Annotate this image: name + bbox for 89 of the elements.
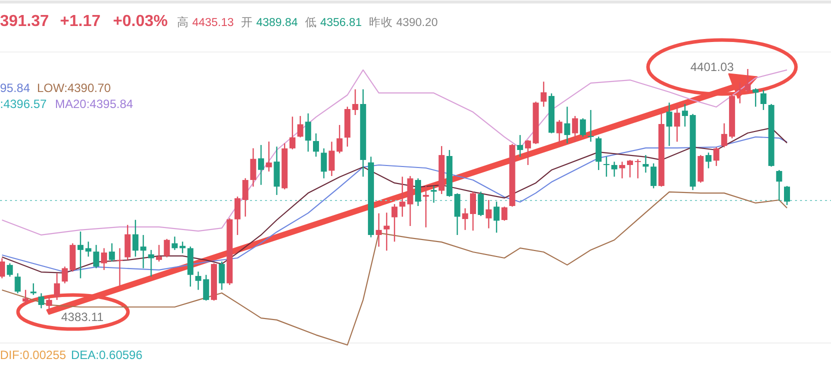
candlestick [266,140,272,172]
candlestick [46,296,52,314]
candlestick [634,158,641,179]
candlestick [736,82,743,104]
candlestick [313,132,319,158]
candlestick [627,159,633,178]
candlestick [108,242,115,262]
candlestick [642,154,649,174]
candlestick [454,192,460,236]
candlestick [234,196,240,236]
candlestick [85,241,92,258]
candlestick [14,272,21,294]
text: +1.17 [60,13,101,30]
candlestick [666,102,672,147]
candlestick [572,115,578,142]
text: +0.03% [113,13,168,30]
candlestick [384,212,390,252]
candlestick [540,81,547,108]
candlestick [580,118,586,138]
candlestick [54,272,60,301]
candlestick [650,162,657,189]
candlestick [258,144,264,186]
candlestick [352,88,358,116]
candlestick [250,148,256,188]
candlestick [462,208,468,231]
candlestick [172,236,178,251]
candlestick [124,224,131,260]
candlestick [478,191,484,217]
candlestick [430,185,437,204]
candlestick [78,230,84,279]
candlestick [116,248,123,288]
candlestick [132,219,138,258]
candlestick [328,141,335,177]
candlestick [336,124,343,154]
annotation: 4401.03 [690,60,734,74]
text: DEA:0.60596 [71,348,143,362]
candlestick [156,244,162,262]
candlestick [603,156,610,178]
candlestick [297,115,304,138]
candlestick [305,112,312,152]
candlestick [760,89,766,111]
candlestick [674,104,680,142]
candlestick [619,161,626,179]
candlestick [376,212,382,248]
candlestick [776,169,782,202]
candlestick [0,258,5,279]
candlestick [564,106,570,144]
candlestick [218,260,225,290]
annotation: 4383.11 [61,310,104,324]
candlestick [682,103,688,128]
candlestick [140,234,146,269]
candlestick [744,68,751,94]
candlestick [93,244,100,269]
candlestick [415,178,422,207]
candlestick [596,136,602,171]
candlestick [501,206,508,222]
annotation: LOW:4390.70 [37,81,112,95]
candlestick [22,289,29,306]
candlestick [706,152,712,169]
text: 高 4435.13 [177,15,234,29]
candlestick [524,139,531,166]
candlestick [242,178,248,218]
candlestick [30,282,36,296]
candlestick [494,201,500,234]
candlestick [721,122,728,148]
candlestick [611,161,618,178]
text: 开 4389.84 [241,16,298,29]
candlestick [320,148,327,179]
candlestick [392,203,398,242]
candlestick [556,119,562,146]
candlestick [148,249,154,278]
text: 391.37 [0,13,50,30]
text: 昨收 4390.20 [369,16,438,29]
candlestick [784,185,790,206]
candlestick [588,109,594,142]
candlestick [101,248,108,271]
candlestick [470,191,476,232]
candlestick [38,292,44,309]
annotation: MA20:4395.84 [55,97,134,111]
text: DIF:0.00255 [0,348,66,362]
candlestick [713,146,720,167]
candlestick [517,134,524,158]
annotation: 95.84 [0,81,30,95]
candlestick [164,238,170,258]
candlestick [289,116,296,150]
text: 低 4356.81 [305,16,362,29]
annotation: :4396.57 [0,97,48,111]
candlestick [6,262,13,278]
candlestick [486,199,492,229]
